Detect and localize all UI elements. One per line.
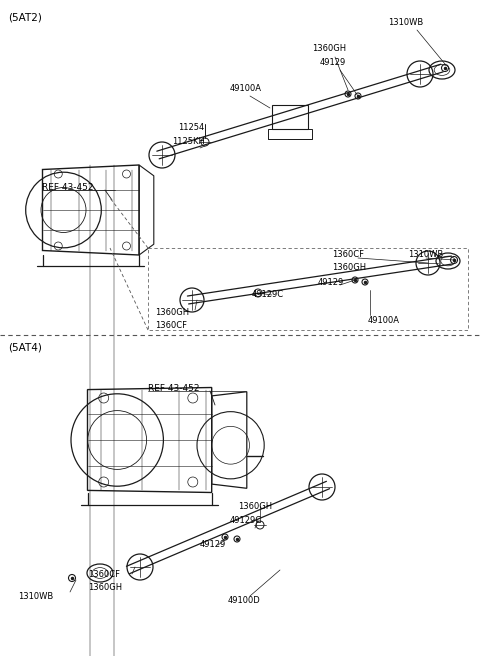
Text: 11254: 11254 (178, 123, 204, 132)
Bar (268, 129, 312, 139)
Text: 1310WB: 1310WB (18, 592, 53, 601)
Text: 1360CF: 1360CF (332, 250, 364, 259)
Text: 49129: 49129 (320, 58, 346, 67)
Bar (272, 105, 308, 129)
Text: 49100A: 49100A (230, 84, 262, 93)
Text: 49129C: 49129C (230, 516, 262, 525)
Text: 49129C: 49129C (252, 290, 284, 299)
Text: 1310WB: 1310WB (408, 250, 443, 259)
Text: 49129: 49129 (200, 540, 226, 549)
Text: 1310WB: 1310WB (388, 18, 423, 27)
Text: 49100D: 49100D (228, 596, 261, 605)
Text: 1125KH: 1125KH (172, 137, 205, 146)
Text: REF 43-452: REF 43-452 (42, 183, 94, 192)
Text: 1360GH: 1360GH (312, 44, 346, 53)
Text: 1360GH: 1360GH (332, 263, 366, 272)
Text: (5AT2): (5AT2) (8, 12, 42, 22)
Text: 1360GH: 1360GH (238, 502, 272, 511)
Text: 1360GH: 1360GH (155, 308, 189, 317)
Text: (5AT4): (5AT4) (8, 342, 42, 352)
Text: 1360GH: 1360GH (88, 583, 122, 592)
Text: 1360CF: 1360CF (155, 321, 187, 330)
Text: 1360CF: 1360CF (88, 570, 120, 579)
Text: 49100A: 49100A (368, 316, 400, 325)
Text: 49129: 49129 (318, 278, 344, 287)
Text: REF 43-452: REF 43-452 (148, 384, 200, 393)
